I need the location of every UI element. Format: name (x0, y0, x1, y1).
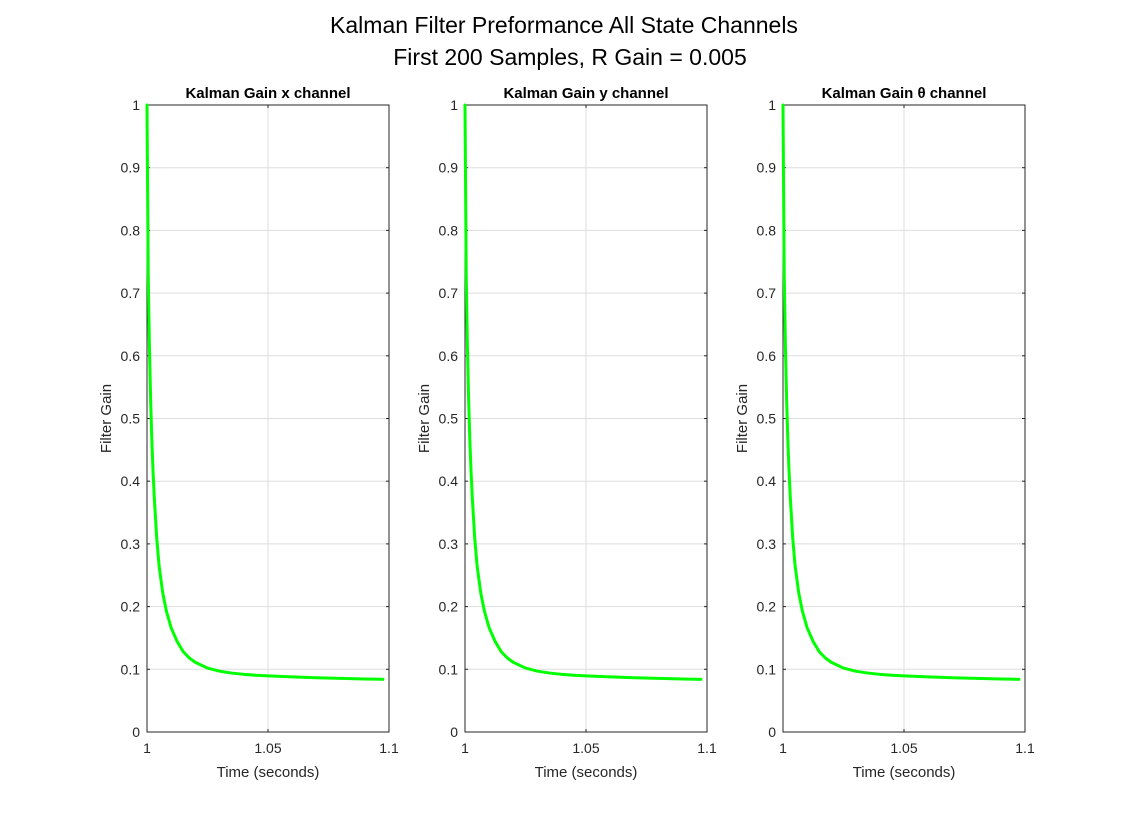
subplot-theta-channel: 1 1.05 1.1 0 0.1 0.2 0.3 0.4 0.5 0.6 0.7 0.8 0.9 1 Kal… (734, 85, 1035, 781)
subplot-theta-xtick-label-0: 1 (779, 740, 787, 756)
subplot-theta-series-line-0 (781, 103, 1021, 681)
subplot-theta-xtick-label-1: 1.05 (890, 740, 917, 756)
subplot-y-ytick-label-10: 1 (450, 97, 458, 113)
subplot-y-series-line-0 (463, 103, 703, 681)
subplot-x-title: Kalman Gain x channel (185, 85, 350, 102)
figure-title-line1: Kalman Filter Preformance All State Chan… (330, 12, 798, 38)
subplot-y-xtick-label-0: 1 (461, 740, 469, 756)
subplot-theta-ytick-label-10: 1 (768, 97, 776, 113)
subplot-y-ytick-label-2: 0.2 (439, 599, 459, 615)
subplot-x-ytick-label-4: 0.4 (121, 473, 141, 489)
subplot-x-ylabel: Filter Gain (98, 384, 115, 453)
subplot-y-xtick-label-2: 1.1 (697, 740, 717, 756)
subplot-x-channel: 1 1.05 1.1 0 0.1 0.2 0.3 0.4 0.5 0.6 0.7 0.8 0.9 1 Kal… (98, 85, 399, 781)
subplot-x-ytick-label-5: 0.5 (121, 411, 141, 427)
subplot-theta-ylabel: Filter Gain (734, 384, 751, 453)
subplot-x-ytick-label-10: 1 (132, 97, 140, 113)
subplot-y-xlabel: Time (seconds) (535, 764, 638, 781)
subplot-x-ytick-label-8: 0.8 (121, 222, 141, 238)
subplot-theta-ytick-label-1: 0.1 (757, 661, 777, 677)
subplot-theta-ytick-label-7: 0.7 (757, 285, 777, 301)
subplot-y-ylabel: Filter Gain (416, 384, 433, 453)
subplot-y-ytick-label-1: 0.1 (439, 661, 459, 677)
subplot-y-ytick-label-9: 0.9 (439, 160, 459, 176)
subplot-theta-xlabel: Time (seconds) (853, 764, 956, 781)
subplot-theta-ytick-label-5: 0.5 (757, 411, 777, 427)
subplot-x-xlabel: Time (seconds) (217, 764, 320, 781)
subplot-y-ytick-label-6: 0.6 (439, 348, 459, 364)
subplot-theta-ytick-label-6: 0.6 (757, 348, 777, 364)
subplot-x-xtick-label-0: 1 (143, 740, 151, 756)
subplot-x-ytick-label-6: 0.6 (121, 348, 141, 364)
subplot-y-ytick-label-7: 0.7 (439, 285, 459, 301)
subplot-y-ytick-label-3: 0.3 (439, 536, 459, 552)
subplot-x-ytick-label-9: 0.9 (121, 160, 141, 176)
subplot-x-ytick-label-1: 0.1 (121, 661, 141, 677)
subplot-theta-title: Kalman Gain θ channel (822, 85, 987, 102)
subplot-y-ytick-label-8: 0.8 (439, 222, 459, 238)
subplot-theta-ytick-label-0: 0 (768, 724, 776, 740)
subplot-theta-ytick-label-8: 0.8 (757, 222, 777, 238)
subplot-theta-ytick-label-9: 0.9 (757, 160, 777, 176)
subplot-x-xtick-label-1: 1.05 (254, 740, 281, 756)
subplot-theta-xtick-label-2: 1.1 (1015, 740, 1035, 756)
subplot-y-ytick-label-5: 0.5 (439, 411, 459, 427)
subplot-x-xtick-label-2: 1.1 (379, 740, 399, 756)
subplot-theta-ytick-label-4: 0.4 (757, 473, 777, 489)
subplot-y-title: Kalman Gain y channel (503, 85, 668, 102)
figure-title-line2: First 200 Samples, R Gain = 0.005 (393, 44, 746, 70)
subplot-theta-ytick-label-3: 0.3 (757, 536, 777, 552)
subplot-y-channel: 1 1.05 1.1 0 0.1 0.2 0.3 0.4 0.5 0.6 0.7 0.8 0.9 1 Kal… (416, 85, 717, 781)
subplot-x-ytick-label-3: 0.3 (121, 536, 141, 552)
subplot-y-ytick-label-0: 0 (450, 724, 458, 740)
subplot-x-series-line-0 (145, 103, 385, 681)
subplot-theta-ytick-label-2: 0.2 (757, 599, 777, 615)
subplot-y-xtick-label-1: 1.05 (572, 740, 599, 756)
subplot-x-ytick-label-7: 0.7 (121, 285, 141, 301)
subplot-x-ytick-label-0: 0 (132, 724, 140, 740)
subplot-y-ytick-label-4: 0.4 (439, 473, 459, 489)
subplot-x-ytick-label-2: 0.2 (121, 599, 141, 615)
